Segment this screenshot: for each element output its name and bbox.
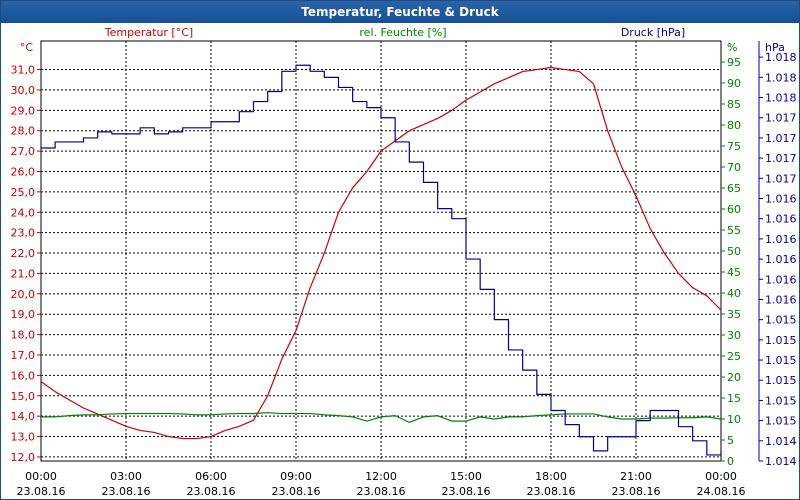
- press-tick-label: 1.014: [765, 455, 797, 468]
- hum-tick-label: 30: [727, 329, 741, 342]
- x-tick-time: 09:00: [280, 470, 312, 483]
- press-tick-label: 1.018: [765, 71, 797, 84]
- x-tick-date: 23.08.16: [357, 485, 406, 498]
- x-tick-date: 23.08.16: [527, 485, 576, 498]
- x-tick-date: 23.08.16: [102, 485, 151, 498]
- window-title: Temperatur, Feuchte & Druck: [1, 1, 799, 23]
- temp-tick-label: 12,0: [11, 451, 36, 464]
- temp-tick-label: 23,0: [11, 227, 36, 240]
- press-tick-label: 1.015: [765, 394, 797, 407]
- hum-tick-label: 85: [727, 98, 741, 111]
- temp-series-header: Temperatur [°C]: [104, 26, 193, 39]
- press-tick-label: 1.016: [765, 293, 797, 306]
- temp-tick-label: 14,0: [11, 410, 36, 423]
- press-tick-label: 1.018: [765, 92, 797, 105]
- x-tick-date: 23.08.16: [187, 485, 236, 498]
- hum-tick-label: 50: [727, 245, 741, 258]
- press-tick-label: 1.016: [765, 273, 797, 286]
- temp-tick-label: 13,0: [11, 431, 36, 444]
- press-tick-label: 1.017: [765, 152, 797, 165]
- x-tick-time: 06:00: [195, 470, 227, 483]
- temp-tick-label: 25,0: [11, 186, 36, 199]
- press-tick-label: 1.016: [765, 213, 797, 226]
- temp-tick-label: 30,0: [11, 84, 36, 97]
- x-tick-time: 03:00: [110, 470, 142, 483]
- temp-tick-label: 24,0: [11, 206, 36, 219]
- temp-tick-label: 26,0: [11, 165, 36, 178]
- temp-tick-label: 18,0: [11, 329, 36, 342]
- x-tick-time: 12:00: [365, 470, 397, 483]
- press-series-header: Druck [hPa]: [621, 26, 685, 39]
- press-tick-label: 1.015: [765, 374, 797, 387]
- x-tick-time: 00:00: [705, 470, 737, 483]
- temp-tick-label: 22,0: [11, 247, 36, 260]
- temp-tick-label: 31,0: [11, 64, 36, 77]
- temp-tick-label: 17,0: [11, 349, 36, 362]
- temp-tick-label: 29,0: [11, 104, 36, 117]
- x-tick-date: 23.08.16: [17, 485, 66, 498]
- chart-canvas: °C 12,0 13,0 14,0 15,0 16,0 17,0 18,0 19,0 20,0 21…: [11, 26, 797, 498]
- hum-tick-label: 20: [727, 371, 741, 384]
- press-axis-unit: hPa: [765, 41, 785, 54]
- x-tick-time: 00:00: [25, 470, 57, 483]
- x-tick-time: 15:00: [450, 470, 482, 483]
- temp-tick-label: 27,0: [11, 145, 36, 158]
- hum-tick-label: 70: [727, 161, 741, 174]
- x-tick-time: 18:00: [535, 470, 567, 483]
- hum-tick-label: 35: [727, 308, 741, 321]
- x-tick-date: 23.08.16: [442, 485, 491, 498]
- press-tick-label: 1.018: [765, 51, 797, 64]
- press-tick-label: 1.017: [765, 172, 797, 185]
- press-tick-label: 1.015: [765, 334, 797, 347]
- hum-tick-label: 5: [727, 434, 734, 447]
- x-tick-date: 23.08.16: [612, 485, 661, 498]
- hum-tick-label: 95: [727, 56, 741, 69]
- press-tick-label: 1.017: [765, 132, 797, 145]
- press-tick-label: 1.017: [765, 112, 797, 125]
- temp-axis-unit: °C: [20, 41, 34, 54]
- hum-tick-label: 75: [727, 140, 741, 153]
- series-line-temp: [40, 66, 722, 440]
- press-tick-label: 1.015: [765, 354, 797, 367]
- hum-series-header: rel. Feuchte [%]: [359, 26, 446, 39]
- hum-tick-label: 90: [727, 77, 741, 90]
- hum-tick-label: 80: [727, 119, 741, 132]
- press-tick-label: 1.015: [765, 415, 797, 428]
- press-tick-label: 1.014: [765, 435, 797, 448]
- temp-tick-label: 28,0: [11, 125, 36, 138]
- hum-tick-label: 45: [727, 266, 741, 279]
- x-tick-date: 24.08.16: [697, 485, 746, 498]
- hum-tick-label: 0: [727, 455, 734, 468]
- hum-tick-label: 15: [727, 392, 741, 405]
- hum-tick-label: 55: [727, 224, 741, 237]
- temp-tick-label: 15,0: [11, 390, 36, 403]
- temp-tick-label: 20,0: [11, 288, 36, 301]
- hum-axis-unit: %: [727, 41, 737, 54]
- series-line-press: [41, 64, 722, 456]
- press-tick-label: 1.015: [765, 314, 797, 327]
- hum-tick-label: 60: [727, 203, 741, 216]
- series-line-hum: [41, 412, 722, 423]
- press-tick-label: 1.016: [765, 193, 797, 206]
- x-tick-date: 23.08.16: [272, 485, 321, 498]
- hum-tick-label: 40: [727, 287, 741, 300]
- press-tick-label: 1.016: [765, 253, 797, 266]
- hum-tick-label: 25: [727, 350, 741, 363]
- hum-tick-label: 65: [727, 182, 741, 195]
- temp-tick-label: 16,0: [11, 369, 36, 382]
- press-tick-label: 1.016: [765, 233, 797, 246]
- hum-tick-label: 10: [727, 413, 741, 426]
- x-tick-time: 21:00: [620, 470, 652, 483]
- temp-tick-label: 21,0: [11, 267, 36, 280]
- temp-tick-label: 19,0: [11, 308, 36, 321]
